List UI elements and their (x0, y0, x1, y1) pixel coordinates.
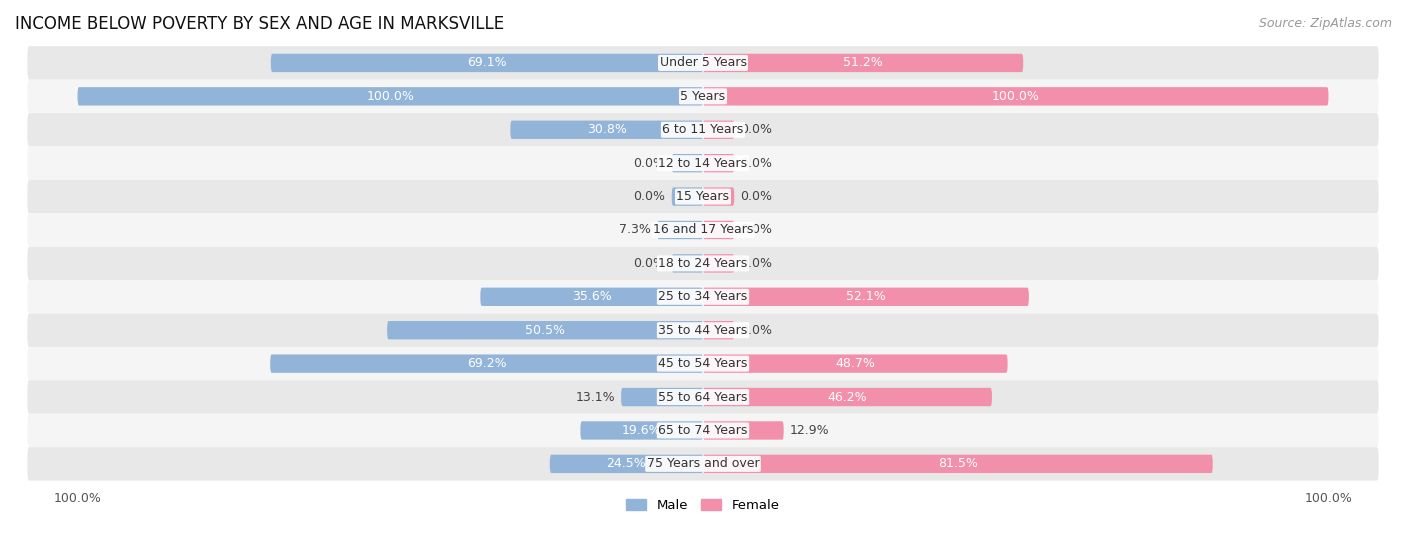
FancyBboxPatch shape (703, 187, 734, 206)
FancyBboxPatch shape (703, 421, 783, 439)
Text: 0.0%: 0.0% (634, 257, 665, 270)
FancyBboxPatch shape (703, 254, 734, 273)
Text: 100.0%: 100.0% (367, 90, 415, 103)
Text: 30.8%: 30.8% (586, 123, 627, 136)
Text: 0.0%: 0.0% (741, 190, 772, 203)
FancyBboxPatch shape (27, 347, 1379, 380)
Text: Under 5 Years: Under 5 Years (659, 56, 747, 69)
Text: 19.6%: 19.6% (621, 424, 661, 437)
FancyBboxPatch shape (672, 154, 703, 172)
FancyBboxPatch shape (27, 447, 1379, 481)
Text: 69.2%: 69.2% (467, 357, 506, 370)
FancyBboxPatch shape (510, 121, 703, 139)
FancyBboxPatch shape (672, 187, 703, 206)
FancyBboxPatch shape (550, 454, 703, 473)
FancyBboxPatch shape (703, 288, 1029, 306)
FancyBboxPatch shape (27, 180, 1379, 214)
Text: 0.0%: 0.0% (741, 324, 772, 337)
FancyBboxPatch shape (27, 414, 1379, 447)
Text: 5 Years: 5 Years (681, 90, 725, 103)
Text: 15 Years: 15 Years (676, 190, 730, 203)
FancyBboxPatch shape (703, 354, 1008, 373)
FancyBboxPatch shape (703, 454, 1213, 473)
Text: 35.6%: 35.6% (572, 290, 612, 304)
FancyBboxPatch shape (672, 254, 703, 273)
Text: 0.0%: 0.0% (741, 224, 772, 236)
Text: INCOME BELOW POVERTY BY SEX AND AGE IN MARKSVILLE: INCOME BELOW POVERTY BY SEX AND AGE IN M… (15, 15, 505, 33)
Text: 35 to 44 Years: 35 to 44 Years (658, 324, 748, 337)
FancyBboxPatch shape (27, 314, 1379, 347)
Legend: Male, Female: Male, Female (621, 494, 785, 517)
FancyBboxPatch shape (703, 54, 1024, 72)
FancyBboxPatch shape (658, 221, 703, 239)
FancyBboxPatch shape (27, 146, 1379, 180)
FancyBboxPatch shape (77, 87, 703, 106)
FancyBboxPatch shape (27, 46, 1379, 79)
Text: 69.1%: 69.1% (467, 56, 506, 69)
FancyBboxPatch shape (27, 214, 1379, 247)
FancyBboxPatch shape (27, 280, 1379, 314)
FancyBboxPatch shape (703, 221, 734, 239)
Text: 65 to 74 Years: 65 to 74 Years (658, 424, 748, 437)
Text: 6 to 11 Years: 6 to 11 Years (662, 123, 744, 136)
FancyBboxPatch shape (27, 79, 1379, 113)
FancyBboxPatch shape (271, 54, 703, 72)
Text: 46.2%: 46.2% (828, 391, 868, 404)
Text: 7.3%: 7.3% (619, 224, 651, 236)
Text: 50.5%: 50.5% (524, 324, 565, 337)
Text: 18 to 24 Years: 18 to 24 Years (658, 257, 748, 270)
FancyBboxPatch shape (703, 321, 734, 339)
FancyBboxPatch shape (27, 113, 1379, 146)
FancyBboxPatch shape (481, 288, 703, 306)
Text: 48.7%: 48.7% (835, 357, 876, 370)
Text: 0.0%: 0.0% (741, 157, 772, 170)
Text: 25 to 34 Years: 25 to 34 Years (658, 290, 748, 304)
Text: 45 to 54 Years: 45 to 54 Years (658, 357, 748, 370)
Text: 52.1%: 52.1% (846, 290, 886, 304)
Text: 55 to 64 Years: 55 to 64 Years (658, 391, 748, 404)
FancyBboxPatch shape (27, 380, 1379, 414)
Text: 100.0%: 100.0% (991, 90, 1039, 103)
FancyBboxPatch shape (581, 421, 703, 439)
FancyBboxPatch shape (703, 154, 734, 172)
Text: 75 Years and over: 75 Years and over (647, 457, 759, 470)
FancyBboxPatch shape (621, 388, 703, 406)
FancyBboxPatch shape (703, 87, 1329, 106)
Text: 12.9%: 12.9% (790, 424, 830, 437)
Text: 81.5%: 81.5% (938, 457, 977, 470)
Text: Source: ZipAtlas.com: Source: ZipAtlas.com (1258, 17, 1392, 30)
Text: 24.5%: 24.5% (606, 457, 647, 470)
Text: 12 to 14 Years: 12 to 14 Years (658, 157, 748, 170)
Text: 0.0%: 0.0% (741, 257, 772, 270)
FancyBboxPatch shape (703, 121, 734, 139)
Text: 16 and 17 Years: 16 and 17 Years (652, 224, 754, 236)
FancyBboxPatch shape (703, 388, 993, 406)
FancyBboxPatch shape (27, 247, 1379, 280)
FancyBboxPatch shape (270, 354, 703, 373)
Text: 0.0%: 0.0% (634, 190, 665, 203)
FancyBboxPatch shape (387, 321, 703, 339)
Text: 51.2%: 51.2% (844, 56, 883, 69)
Text: 0.0%: 0.0% (741, 123, 772, 136)
Text: 13.1%: 13.1% (575, 391, 614, 404)
Text: 0.0%: 0.0% (634, 157, 665, 170)
